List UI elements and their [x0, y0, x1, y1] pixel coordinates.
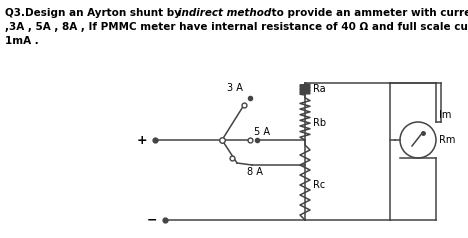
- Text: Rc: Rc: [313, 180, 325, 190]
- Text: −: −: [146, 213, 157, 227]
- Text: Rb: Rb: [313, 118, 326, 128]
- Text: Q3.Design an Ayrton shunt by: Q3.Design an Ayrton shunt by: [5, 8, 184, 18]
- Text: 5 A: 5 A: [254, 127, 270, 137]
- Text: Im: Im: [439, 110, 451, 120]
- Text: 8 A: 8 A: [247, 167, 263, 177]
- Text: ,3A , 5A , 8A , If PMMC meter have internal resistance of 40 Ω and full scale cu: ,3A , 5A , 8A , If PMMC meter have inter…: [5, 22, 468, 32]
- Text: +: +: [136, 134, 147, 147]
- Text: Ra: Ra: [313, 84, 326, 94]
- Text: 1mA .: 1mA .: [5, 36, 39, 46]
- Text: indirect method: indirect method: [178, 8, 271, 18]
- Text: Rm: Rm: [439, 135, 455, 145]
- Text: 3 A: 3 A: [227, 83, 243, 93]
- Text: to provide an ammeter with current ranges: to provide an ammeter with current range…: [268, 8, 468, 18]
